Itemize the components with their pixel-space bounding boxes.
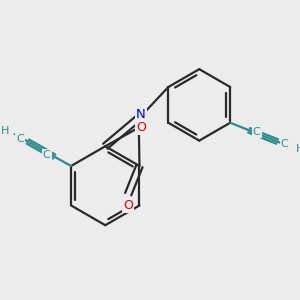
Text: O: O xyxy=(136,121,146,134)
Text: O: O xyxy=(123,199,133,212)
Text: C: C xyxy=(253,127,260,137)
Text: C: C xyxy=(43,150,50,160)
Text: N: N xyxy=(136,108,146,121)
Text: H: H xyxy=(296,144,300,154)
Text: H: H xyxy=(1,126,10,136)
Text: C: C xyxy=(16,134,24,144)
Text: C: C xyxy=(281,140,289,149)
